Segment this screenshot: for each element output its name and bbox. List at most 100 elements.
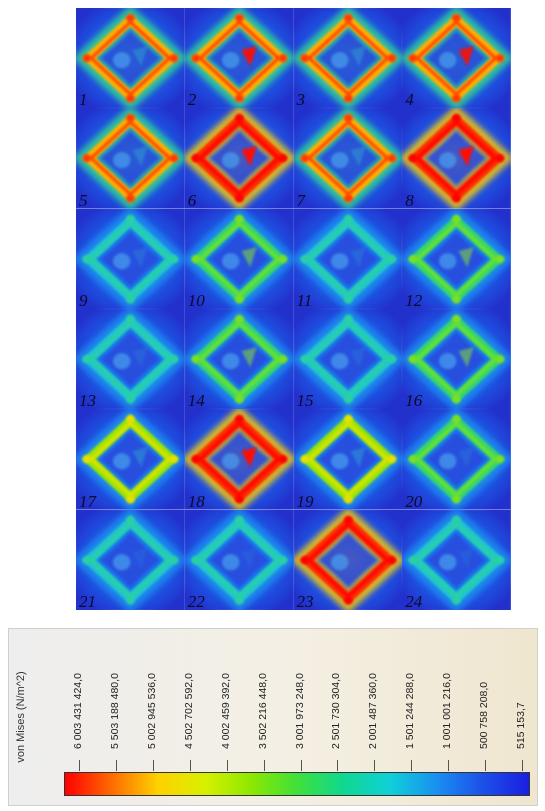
legend-tick-text: 4 502 702 592,0 xyxy=(182,673,195,749)
stress-panel-9: 9 xyxy=(76,208,185,309)
stress-panel-1: 1 xyxy=(76,8,185,109)
stress-contour xyxy=(293,509,403,610)
panel-number: 23 xyxy=(296,591,314,610)
legend-tick-mark xyxy=(226,760,228,771)
panel-number: 9 xyxy=(79,290,88,309)
legend-tick-mark xyxy=(411,760,413,771)
stress-panel-22: 22 xyxy=(184,509,294,610)
stress-panel-6: 6 xyxy=(184,108,294,209)
stress-contour xyxy=(184,309,294,410)
legend-tick-label: 3 502 216 448,0 xyxy=(257,637,271,749)
legend-tick-mark xyxy=(152,760,154,771)
stress-panel-14: 14 xyxy=(184,309,294,410)
legend-tick-label: 515 153,7 xyxy=(515,637,529,749)
panel-number: 2 xyxy=(187,90,197,109)
legend-tick-mark xyxy=(522,760,523,771)
stress-panel-15: 15 xyxy=(293,309,403,410)
stress-panel-12: 12 xyxy=(402,208,511,309)
stress-contour xyxy=(402,8,511,109)
panel-number: 22 xyxy=(187,591,205,610)
legend-title: von Mises (N/m^2) xyxy=(15,637,29,797)
stress-panel-21: 21 xyxy=(76,509,185,610)
legend-tick-label: 3 001 973 248,0 xyxy=(294,637,308,749)
stress-panel-8: 8 xyxy=(402,108,511,209)
legend-tick-label: 4 002 459 392,0 xyxy=(220,637,234,749)
panel-number: 1 xyxy=(79,90,88,109)
stress-contour xyxy=(76,108,185,209)
panel-number: 13 xyxy=(79,391,96,410)
panel-number: 19 xyxy=(296,491,314,510)
stress-contour xyxy=(76,309,185,410)
stress-plot-grid: 1 2 3 4 5 6 7 8 9 10 11 12 13 14 15 16 17 18 19 20 21 22 23 24 xyxy=(76,8,511,610)
panel-number: 18 xyxy=(187,491,205,510)
legend-tick-mark xyxy=(374,760,376,771)
panel-number: 21 xyxy=(79,591,96,610)
panel-number: 7 xyxy=(296,190,306,209)
stress-contour xyxy=(293,208,403,309)
stress-contour xyxy=(293,309,403,410)
stress-contour xyxy=(293,8,403,109)
stress-panel-18: 18 xyxy=(184,409,294,510)
stress-contour xyxy=(184,208,294,309)
stress-panel-24: 24 xyxy=(402,509,511,610)
legend-tick-label: 2 001 487 360,0 xyxy=(367,637,381,749)
panel-number: 20 xyxy=(405,491,423,510)
legend-tick-text: 4 002 459 392,0 xyxy=(219,673,232,749)
legend-tick-mark xyxy=(448,760,450,771)
legend-tick-text: 6 003 431 424,0 xyxy=(72,673,84,749)
legend-tick-label: 1 001 001 216,0 xyxy=(441,637,455,749)
stress-contour xyxy=(293,409,403,510)
legend-colorbar xyxy=(64,772,530,796)
legend-tick-label: 5 002 945 536,0 xyxy=(146,637,160,749)
color-legend: von Mises (N/m^2) 6 003 431 424,0 5 503 1… xyxy=(8,628,538,806)
panel-number: 4 xyxy=(405,90,414,109)
legend-tick-mark xyxy=(337,760,339,771)
legend-tick-label: 5 503 188 480,0 xyxy=(109,637,123,749)
panel-number: 11 xyxy=(296,290,313,309)
stress-contour xyxy=(293,108,403,209)
stress-panel-11: 11 xyxy=(293,208,403,309)
legend-tick-text: 500 758 208,0 xyxy=(478,681,491,749)
legend-tick-label: 1 501 244 288,0 xyxy=(404,637,418,749)
stress-panel-7: 7 xyxy=(293,108,403,209)
stress-contour xyxy=(76,208,185,309)
legend-tick-text: 2 501 730 304,0 xyxy=(330,673,343,749)
stress-contour xyxy=(76,409,185,510)
legend-tick-text: 3 001 973 248,0 xyxy=(293,673,306,749)
stress-panel-10: 10 xyxy=(184,208,294,309)
stress-panel-20: 20 xyxy=(402,409,511,510)
panel-number: 12 xyxy=(405,290,423,309)
legend-tick-text: 3 502 216 448,0 xyxy=(256,673,269,749)
panel-number: 3 xyxy=(296,90,306,109)
legend-tick-mark xyxy=(263,760,265,771)
stress-contour xyxy=(184,108,294,209)
panel-number: 14 xyxy=(187,391,205,410)
stress-contour xyxy=(402,309,511,410)
stress-contour xyxy=(402,409,511,510)
legend-tick-mark xyxy=(189,760,191,771)
legend-tick-mark xyxy=(300,760,302,771)
stress-panel-3: 3 xyxy=(293,8,403,109)
stress-panel-19: 19 xyxy=(293,409,403,510)
stress-contour xyxy=(76,8,185,109)
legend-tick-text: 1 001 001 216,0 xyxy=(441,673,454,749)
legend-tick-label: 2 501 730 304,0 xyxy=(330,637,344,749)
panel-number: 16 xyxy=(405,391,423,410)
stress-panel-16: 16 xyxy=(402,309,511,410)
legend-tick-mark xyxy=(485,760,487,771)
stress-panel-5: 5 xyxy=(76,108,185,209)
stress-contour xyxy=(402,108,511,209)
legend-tick-label: 500 758 208,0 xyxy=(478,637,492,749)
legend-tick-text: 515 153,7 xyxy=(515,702,527,749)
legend-tick-text: 2 001 487 360,0 xyxy=(367,673,380,749)
stress-panel-4: 4 xyxy=(402,8,511,109)
legend-tick-label: 6 003 431 424,0 xyxy=(72,637,86,749)
stress-contour xyxy=(402,208,511,309)
panel-number: 24 xyxy=(405,591,423,610)
stress-contour xyxy=(184,8,294,109)
stress-panel-23: 23 xyxy=(293,509,403,610)
panel-number: 6 xyxy=(187,190,197,209)
legend-tick-text: 1 501 244 288,0 xyxy=(404,673,417,749)
stress-panel-2: 2 xyxy=(184,8,294,109)
stress-panel-13: 13 xyxy=(76,309,185,410)
